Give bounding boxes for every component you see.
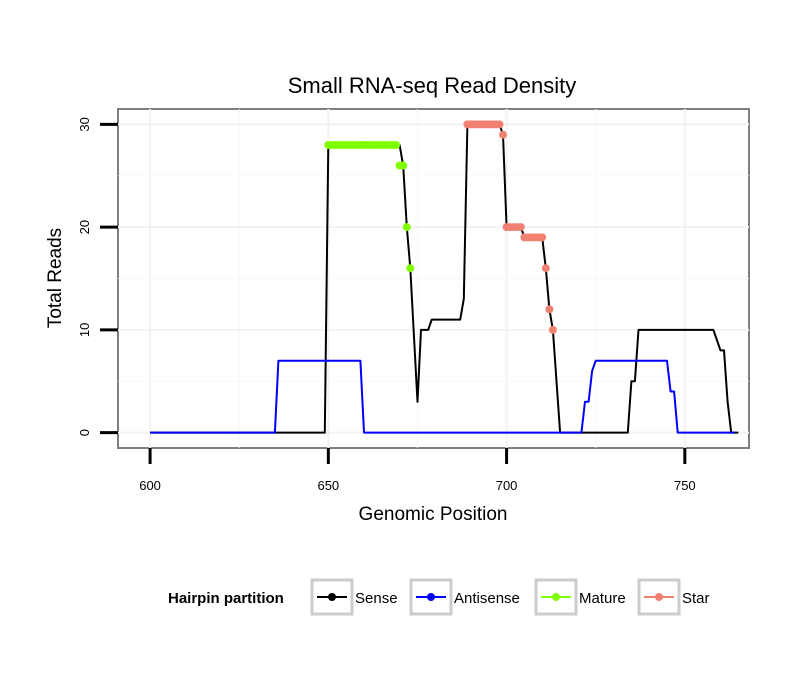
point-star xyxy=(545,305,554,314)
legend: Hairpin partition Sense Antisense Mature St… xyxy=(168,578,710,616)
legend-antisense-label: Antisense xyxy=(454,590,520,607)
legend-mature-label: Mature xyxy=(579,590,626,607)
point-mature xyxy=(392,141,401,149)
x-axis-label: Genomic Position xyxy=(359,504,508,525)
point-star xyxy=(541,264,550,273)
legend-title: Hairpin partition xyxy=(168,590,284,607)
legend-mature-dot xyxy=(552,593,560,601)
y-tick-label: 20 xyxy=(77,220,92,234)
axes: 600 650 700 750 0 10 20 30 xyxy=(77,117,696,493)
x-tick-label: 600 xyxy=(139,478,161,493)
point-star xyxy=(538,233,547,242)
series-layer xyxy=(150,120,739,434)
grid xyxy=(118,109,749,448)
x-tick-label: 750 xyxy=(674,478,696,493)
chart-title: Small RNA-seq Read Density xyxy=(288,73,577,98)
series-line-antisense xyxy=(150,359,735,434)
point-mature xyxy=(399,161,408,170)
point-star xyxy=(548,325,557,334)
x-tick-label: 700 xyxy=(496,478,518,493)
x-tick-label: 650 xyxy=(317,478,339,493)
legend-sense-dot xyxy=(328,593,336,601)
legend-star-dot xyxy=(655,593,663,601)
legend-star-label: Star xyxy=(682,590,710,607)
legend-sense-label: Sense xyxy=(355,590,398,607)
point-mature xyxy=(406,264,415,273)
point-star xyxy=(495,120,504,129)
y-tick-label: 30 xyxy=(77,117,92,131)
point-star xyxy=(499,130,507,139)
legend-antisense-dot xyxy=(427,593,435,601)
point-mature xyxy=(402,223,411,232)
y-tick-label: 0 xyxy=(77,429,92,436)
point-star xyxy=(516,223,525,232)
y-axis-label: Total Reads xyxy=(45,228,66,328)
y-tick-label: 10 xyxy=(77,323,92,337)
